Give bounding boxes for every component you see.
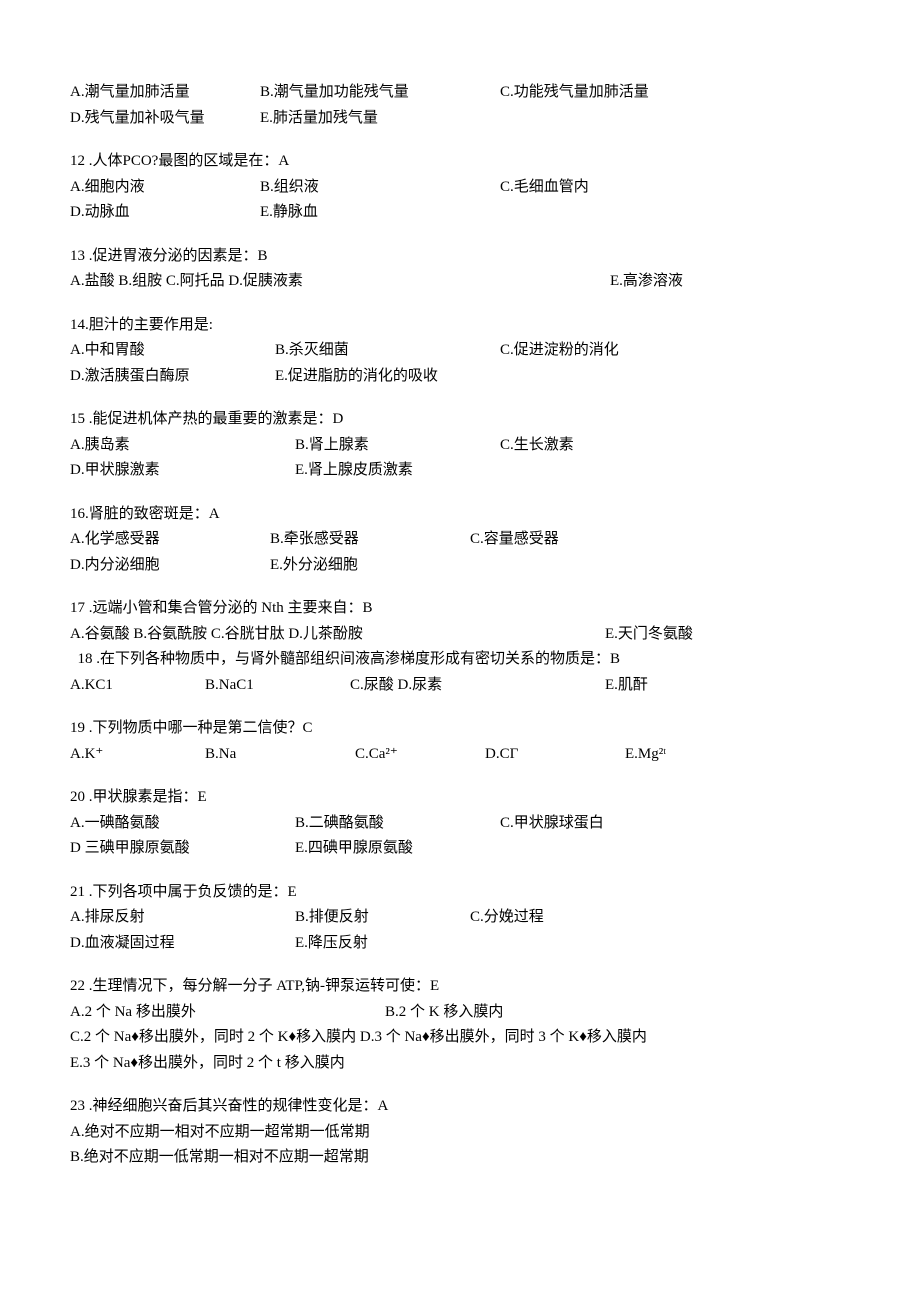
- option-c: C.生长激素: [500, 433, 574, 459]
- option-e: E.Mg²ᵗ: [625, 742, 666, 768]
- option-e: E.3 个 Na♦移出膜外，同时 2 个 t 移入膜内: [70, 1051, 850, 1077]
- option-e: E.肾上腺皮质激素: [295, 458, 413, 484]
- question-text: 12 .人体PCO?最图的区域是在：A: [70, 149, 850, 175]
- option-a: A.化学感受器: [70, 527, 270, 553]
- option-c: C.毛细血管内: [500, 175, 740, 201]
- option-a: A.KC1: [70, 673, 205, 699]
- question-text: 13 .促进胃液分泌的因素是：B: [70, 244, 850, 270]
- question-17-18: 17 .远端小管和集合管分泌的 Nth 主要来自：B A.谷氨酸 B.谷氨酰胺 …: [70, 596, 850, 698]
- option-a: A.一碘酪氨酸: [70, 811, 295, 837]
- option-b: B.NaC1: [205, 673, 350, 699]
- options-row-2: D.激活胰蛋白酶原 E.促进脂肪的消化的吸收: [70, 364, 850, 390]
- options-row: A.K⁺ B.Na C.Ca²⁺ D.CΓ E.Mg²ᵗ: [70, 742, 850, 768]
- question-text: 23 .神经细胞兴奋后其兴奋性的规律性变化是：A: [70, 1094, 850, 1120]
- question-19: 19 .下列物质中哪一种是第二信使？C A.K⁺ B.Na C.Ca²⁺ D.C…: [70, 716, 850, 767]
- question-text: 20 .甲状腺素是指：E: [70, 785, 850, 811]
- option-e: E.肺活量加残气量: [260, 106, 500, 132]
- options-row-1: A.排尿反射 B.排便反射 C.分娩过程: [70, 905, 850, 931]
- option-a: A.细胞内液: [70, 175, 260, 201]
- option-b: B.排便反射: [295, 905, 470, 931]
- option-e: E.降压反射: [295, 931, 368, 957]
- option-e: E.天门冬氨酸: [605, 622, 693, 648]
- options-abcd: A.盐酸 B.组胺 C.阿托品 D.促胰液素: [70, 269, 610, 295]
- question-11-options: A.潮气量加肺活量 B.潮气量加功能残气量 C.功能残气量加肺活量 D.残气量加…: [70, 80, 850, 131]
- option-e: E.静脉血: [260, 200, 500, 226]
- option-a: A.潮气量加肺活量: [70, 80, 260, 106]
- options-row-1: A.胰岛素 B.肾上腺素 C.生长激素: [70, 433, 850, 459]
- option-b: B.组织液: [260, 175, 500, 201]
- option-d: D.血液凝固过程: [70, 931, 295, 957]
- option-d: D.CΓ: [485, 742, 625, 768]
- question-22: 22 .生理情况下，每分解一分子 ATP,钠-钾泵运转可使：E A.2 个 Na…: [70, 974, 850, 1076]
- option-c: C.功能残气量加肺活量: [500, 80, 740, 106]
- options-row-2: D.动脉血 E.静脉血: [70, 200, 850, 226]
- option-e: E.促进脂肪的消化的吸收: [275, 364, 438, 390]
- option-b: B.牵张感受器: [270, 527, 470, 553]
- options-row-1: A.2 个 Na 移出膜外 B.2 个 K 移入膜内: [70, 1000, 850, 1026]
- option-a: A.绝对不应期一相对不应期一超常期一低常期: [70, 1120, 850, 1146]
- options-row: A.盐酸 B.组胺 C.阿托品 D.促胰液素 E.高渗溶液: [70, 269, 850, 295]
- options-abcd: A.谷氨酸 B.谷氨酰胺 C.谷胱甘肽 D.儿茶酚胺: [70, 622, 605, 648]
- option-b: B.二碘酪氨酸: [295, 811, 500, 837]
- question-text: 21 .下列各项中属于负反馈的是：E: [70, 880, 850, 906]
- option-b: B.潮气量加功能残气量: [260, 80, 500, 106]
- q17-options-row: A.谷氨酸 B.谷氨酰胺 C.谷胱甘肽 D.儿茶酚胺 E.天门冬氨酸: [70, 622, 850, 648]
- question-21: 21 .下列各项中属于负反馈的是：E A.排尿反射 B.排便反射 C.分娩过程 …: [70, 880, 850, 957]
- option-a: A.K⁺: [70, 742, 205, 768]
- option-c: C.促进淀粉的消化: [500, 338, 619, 364]
- option-cd: C.尿酸 D.尿素: [350, 673, 605, 699]
- options-row-2: D.残气量加补吸气量 E.肺活量加残气量: [70, 106, 850, 132]
- options-row-1: A.中和胃酸 B.杀灭细菌 C.促进淀粉的消化: [70, 338, 850, 364]
- option-d: D.残气量加补吸气量: [70, 106, 260, 132]
- option-a: A.排尿反射: [70, 905, 295, 931]
- option-b: B.Na: [205, 742, 355, 768]
- option-b: B.2 个 K 移入膜内: [385, 1000, 503, 1026]
- question-16: 16.肾脏的致密斑是：A A.化学感受器 B.牵张感受器 C.容量感受器 D.内…: [70, 502, 850, 579]
- question-20: 20 .甲状腺素是指：E A.一碘酪氨酸 B.二碘酪氨酸 C.甲状腺球蛋白 D …: [70, 785, 850, 862]
- option-a: A.中和胃酸: [70, 338, 275, 364]
- question-13: 13 .促进胃液分泌的因素是：B A.盐酸 B.组胺 C.阿托品 D.促胰液素 …: [70, 244, 850, 295]
- options-row-1: A.潮气量加肺活量 B.潮气量加功能残气量 C.功能残气量加肺活量: [70, 80, 850, 106]
- option-d: D 三碘甲腺原氨酸: [70, 836, 295, 862]
- option-c: C.Ca²⁺: [355, 742, 485, 768]
- options-row-1: A.化学感受器 B.牵张感受器 C.容量感受器: [70, 527, 850, 553]
- option-b: B.杀灭细菌: [275, 338, 500, 364]
- option-a: A.胰岛素: [70, 433, 295, 459]
- question-23: 23 .神经细胞兴奋后其兴奋性的规律性变化是：A A.绝对不应期一相对不应期一超…: [70, 1094, 850, 1171]
- question-text: 19 .下列物质中哪一种是第二信使？C: [70, 716, 850, 742]
- question-18-text: 18 .在下列各种物质中，与肾外髓部组织间液高渗梯度形成有密切关系的物质是：B: [70, 647, 850, 673]
- question-14: 14.胆汁的主要作用是: A.中和胃酸 B.杀灭细菌 C.促进淀粉的消化 D.激…: [70, 313, 850, 390]
- question-text: 22 .生理情况下，每分解一分子 ATP,钠-钾泵运转可使：E: [70, 974, 850, 1000]
- question-text: 16.肾脏的致密斑是：A: [70, 502, 850, 528]
- q18-options-row: A.KC1 B.NaC1 C.尿酸 D.尿素 E.肌酐: [70, 673, 850, 699]
- question-12: 12 .人体PCO?最图的区域是在：A A.细胞内液 B.组织液 C.毛细血管内…: [70, 149, 850, 226]
- option-c: C.分娩过程: [470, 905, 544, 931]
- option-d: D.甲状腺激素: [70, 458, 295, 484]
- options-row-1: A.细胞内液 B.组织液 C.毛细血管内: [70, 175, 850, 201]
- option-e: E.肌酐: [605, 673, 648, 699]
- option-d: D.激活胰蛋白酶原: [70, 364, 275, 390]
- option-d: D.动脉血: [70, 200, 260, 226]
- option-e: E.四碘甲腺原氨酸: [295, 836, 413, 862]
- options-row-2: D.甲状腺激素 E.肾上腺皮质激素: [70, 458, 850, 484]
- option-a: A.2 个 Na 移出膜外: [70, 1000, 385, 1026]
- question-15: 15 .能促进机体产热的最重要的激素是：D A.胰岛素 B.肾上腺素 C.生长激…: [70, 407, 850, 484]
- options-row-2: D.内分泌细胞 E.外分泌细胞: [70, 553, 850, 579]
- option-e: E.外分泌细胞: [270, 553, 358, 579]
- question-text: 15 .能促进机体产热的最重要的激素是：D: [70, 407, 850, 433]
- option-c: C.容量感受器: [470, 527, 559, 553]
- option-b: B.肾上腺素: [295, 433, 500, 459]
- options-row-2: D 三碘甲腺原氨酸 E.四碘甲腺原氨酸: [70, 836, 850, 862]
- options-row-2: D.血液凝固过程 E.降压反射: [70, 931, 850, 957]
- question-17-text: 17 .远端小管和集合管分泌的 Nth 主要来自：B: [70, 596, 850, 622]
- option-e: E.高渗溶液: [610, 269, 683, 295]
- option-b: B.绝对不应期一低常期一相对不应期一超常期: [70, 1145, 850, 1171]
- option-c: C.甲状腺球蛋白: [500, 811, 604, 837]
- option-cd: C.2 个 Na♦移出膜外，同时 2 个 K♦移入膜内 D.3 个 Na♦移出膜…: [70, 1025, 850, 1051]
- question-text: 14.胆汁的主要作用是:: [70, 313, 850, 339]
- option-d: D.内分泌细胞: [70, 553, 270, 579]
- options-row-1: A.一碘酪氨酸 B.二碘酪氨酸 C.甲状腺球蛋白: [70, 811, 850, 837]
